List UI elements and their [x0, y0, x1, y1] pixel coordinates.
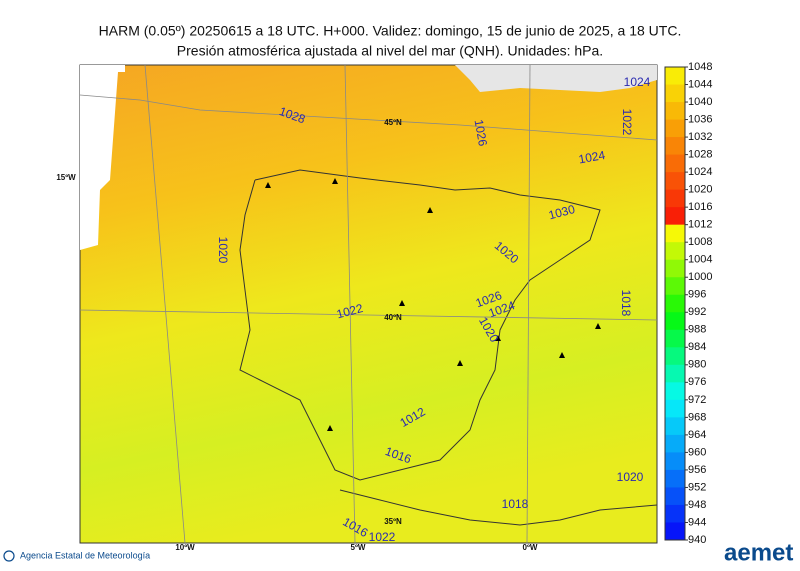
coastline — [339, 489, 658, 526]
colorbar-bin — [665, 84, 685, 103]
colorbar-tick-label: 1008 — [688, 236, 712, 248]
graticule — [526, 64, 531, 544]
colorbar-bin — [665, 137, 685, 156]
contour-label: 1030 — [547, 202, 577, 223]
colorbar-bin — [665, 312, 685, 331]
colorbar-bin — [665, 172, 685, 191]
colorbar-tick-label: 956 — [688, 464, 706, 476]
graticule — [344, 64, 356, 544]
colorbar-tick-label: 1048 — [688, 61, 712, 73]
colorbar-tick-label: 992 — [688, 306, 706, 318]
colorbar-bin — [665, 452, 685, 471]
colorbar-tick-label: 1024 — [688, 166, 712, 178]
colorbar-tick-label: 1000 — [688, 271, 712, 283]
colorbar-tick-label: 968 — [688, 411, 706, 423]
contour-label: 1020 — [216, 237, 230, 264]
graticule — [79, 309, 658, 321]
colorbar-tick-label: 964 — [688, 429, 706, 441]
colorbar-frame — [664, 66, 686, 541]
colorbar-tick-label: 1028 — [688, 148, 712, 160]
colorbar-tick-label: 976 — [688, 376, 706, 388]
colorbar-bin — [665, 67, 685, 86]
colorbar-bin — [665, 242, 685, 261]
colorbar: 1048 1044 1040 1036 1032 1028 1024 1020 1016 1012… — [664, 61, 712, 546]
contour-label: 1024 — [577, 148, 606, 166]
colorbar-tick-label: 1032 — [688, 131, 712, 143]
map-field — [79, 64, 658, 544]
colorbar-bin — [665, 382, 685, 401]
contour-label: 1026 — [472, 118, 490, 147]
colorbar-tick-label: 940 — [688, 534, 706, 546]
title: HARM (0.05º) 20250615 a 18 UTC. H+000. V… — [99, 23, 682, 39]
colorbar-tick-label: 980 — [688, 359, 706, 371]
contour-label: 1018 — [502, 497, 529, 511]
colorbar-bin — [665, 207, 685, 226]
colorbar-bin — [665, 294, 685, 313]
colorbar-bin — [665, 277, 685, 296]
colorbar-tick-label: 984 — [688, 341, 706, 353]
colorbar-bin — [665, 224, 685, 243]
graticule-label: 35ºN — [384, 517, 402, 526]
graticule-label: 45ºN — [384, 118, 402, 127]
colorbar-tick-label: 972 — [688, 394, 706, 406]
outside-domain — [80, 65, 125, 250]
colorbar-bin — [665, 259, 685, 278]
map — [79, 64, 658, 544]
coastline — [239, 169, 601, 481]
colorbar-tick-label: 944 — [688, 516, 706, 528]
colorbar-bin — [665, 347, 685, 366]
graticule — [79, 94, 658, 141]
contour-label: 1018 — [619, 290, 633, 317]
stations — [265, 178, 601, 431]
colorbar-tick-label: 1020 — [688, 184, 712, 196]
outside-domain — [455, 65, 657, 92]
colorbar-tick-label: 1044 — [688, 78, 712, 90]
colorbar-bin — [665, 364, 685, 383]
colorbar-tick-label: 996 — [688, 289, 706, 301]
colorbar-tick-label: 1036 — [688, 113, 712, 125]
contour-label: 1020 — [617, 470, 644, 484]
graticule-label: 10ºW — [175, 543, 195, 552]
colorbar-bin — [665, 434, 685, 453]
contour-label: 1024 — [624, 75, 651, 89]
colorbar-tick-label: 988 — [688, 324, 706, 336]
colorbar-bin — [665, 487, 685, 506]
colorbar-bin — [665, 154, 685, 173]
colorbar-bin — [665, 469, 685, 488]
colorbar-bin — [665, 119, 685, 138]
contour-label: 1022 — [335, 301, 365, 322]
colorbar-bin — [665, 399, 685, 418]
colorbar-tick-label: 960 — [688, 446, 706, 458]
colorbar-tick-label: 952 — [688, 481, 706, 493]
colorbar-bin — [665, 522, 685, 541]
colorbar-tick-label: 948 — [688, 499, 706, 511]
colorbar-tick-label: 1040 — [688, 96, 712, 108]
colorbar-tick-label: 1012 — [688, 219, 712, 231]
graticule-label: 15ºW — [56, 173, 76, 182]
colorbar-bin — [665, 417, 685, 436]
graticule — [144, 64, 186, 544]
colorbar-tick-label: 1004 — [688, 254, 712, 266]
colorbar-bin — [665, 102, 685, 121]
colorbar-tick-label: 1016 — [688, 201, 712, 213]
colorbar-bin — [665, 189, 685, 208]
graticule-label: 0ºW — [523, 543, 538, 552]
graticule-label: 5ºW — [351, 543, 366, 552]
colorbar-bin — [665, 504, 685, 523]
graticule-label: 40ºN — [384, 313, 402, 322]
logo: aemet — [724, 539, 793, 566]
colorbar-bin — [665, 329, 685, 348]
agency-name: Agencia Estatal de Meteorología — [20, 550, 150, 560]
footer: Agencia Estatal de Meteorología aemet — [3, 539, 793, 566]
contour-label: 1022 — [620, 109, 634, 136]
contour-label: 1022 — [369, 530, 396, 544]
subtitle: Presión atmosférica ajustada al nivel de… — [177, 43, 603, 59]
